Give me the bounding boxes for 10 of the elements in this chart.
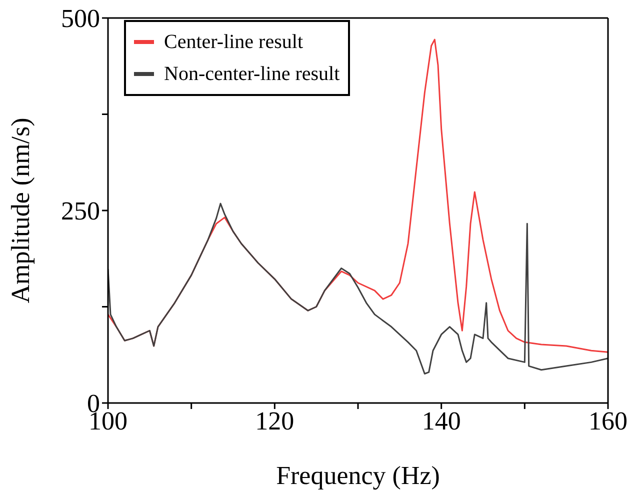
x-axis-title: Frequency (Hz) (276, 461, 440, 490)
x-tick-label: 120 (255, 406, 294, 436)
y-tick-label: 500 (61, 4, 100, 34)
x-tick-label: 160 (588, 406, 628, 436)
y-axis-title: Amplitude (nm/s) (6, 118, 36, 304)
y-tick-label: 250 (61, 196, 100, 226)
legend-label: Center-line result (164, 30, 303, 55)
legend-label: Non-center-line result (164, 62, 340, 87)
x-tick-label: 140 (422, 406, 461, 436)
line-series (108, 202, 608, 374)
